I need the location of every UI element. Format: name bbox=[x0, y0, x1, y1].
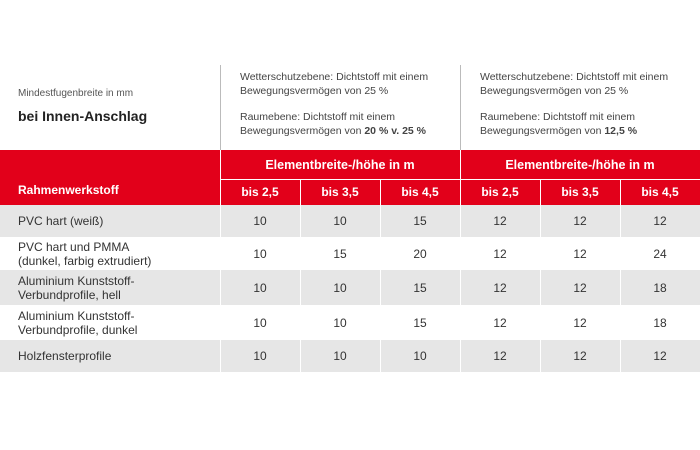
row-label-line: Verbundprofile, dunkel bbox=[18, 322, 138, 337]
cell-value: 10 bbox=[333, 349, 347, 363]
group-heading: Elementbreite-/höhe in m bbox=[265, 158, 415, 172]
cell-value: 20 bbox=[413, 246, 427, 261]
cell-value: 12 bbox=[573, 315, 587, 330]
cell-value: 24 bbox=[653, 246, 667, 261]
row-label-line: Verbundprofile, hell bbox=[18, 287, 121, 302]
divider bbox=[540, 180, 541, 372]
divider bbox=[620, 180, 621, 372]
title: bei Innen-Anschlag bbox=[18, 108, 148, 124]
row bbox=[0, 270, 700, 305]
column-header: bis 3,5 bbox=[321, 185, 359, 199]
cell-value: 12 bbox=[573, 280, 587, 295]
cell-value: 12 bbox=[573, 349, 587, 363]
cell-value: 12 bbox=[493, 280, 507, 295]
row bbox=[0, 237, 700, 270]
cell-value: 10 bbox=[253, 246, 267, 261]
column-header: bis 4,5 bbox=[401, 185, 439, 199]
row-label-line: Aluminium Kunststoff- bbox=[18, 308, 135, 323]
cell-value: 15 bbox=[413, 315, 427, 330]
divider bbox=[380, 180, 381, 372]
row bbox=[0, 305, 700, 340]
column-header: bis 3,5 bbox=[561, 185, 599, 199]
cell-value: 18 bbox=[653, 280, 667, 295]
note-bold: 20 % v. 25 % bbox=[364, 125, 427, 137]
cell-value: 12 bbox=[493, 315, 507, 330]
row-label-line: PVC hart (weiß) bbox=[18, 214, 104, 228]
row-label-line: PVC hart und PMMA bbox=[18, 239, 130, 254]
cell-value: 10 bbox=[333, 280, 347, 295]
divider bbox=[220, 65, 221, 150]
divider bbox=[460, 150, 461, 372]
note: Wetterschutzebene: Dichtstoff mit einem … bbox=[480, 71, 669, 97]
cell-value: 12 bbox=[573, 246, 587, 261]
caption: Mindestfugenbreite in mm bbox=[18, 88, 134, 99]
row-label: PVC hart (weiß) bbox=[0, 205, 218, 237]
note: Raumebene: Dichtstoff mit einem Bewegung… bbox=[240, 110, 445, 138]
cell-value: 10 bbox=[413, 349, 427, 363]
divider bbox=[220, 179, 700, 180]
column-header: bis 2,5 bbox=[241, 185, 279, 199]
note-text: Raumebene: Dichtstoff mit einem Bewegung… bbox=[240, 111, 396, 137]
cell-value: 15 bbox=[413, 280, 427, 295]
row-label: Holzfensterprofile bbox=[0, 340, 218, 372]
divider bbox=[220, 150, 221, 372]
cell-value: 10 bbox=[253, 214, 267, 228]
note: Raumebene: Dichtstoff mit einem Bewegung… bbox=[480, 110, 685, 138]
row-label: Aluminium Kunststoff- Verbundprofile, dun… bbox=[0, 305, 218, 340]
divider bbox=[300, 180, 301, 372]
column-header: bis 2,5 bbox=[481, 185, 519, 199]
note: Wetterschutzebene: Dichtstoff mit einem … bbox=[240, 71, 429, 97]
label-header: Rahmenwerkstoff bbox=[18, 183, 119, 197]
cell-value: 10 bbox=[333, 214, 347, 228]
row-label: PVC hart und PMMA (dunkel, farbig extrudi… bbox=[0, 237, 218, 270]
header-band bbox=[0, 150, 700, 205]
cell-value: 15 bbox=[333, 246, 347, 261]
note-text: Raumebene: Dichtstoff mit einem Bewegung… bbox=[480, 111, 636, 137]
cell-value: 12 bbox=[493, 214, 507, 228]
column-header: bis 4,5 bbox=[641, 185, 679, 199]
cell-value: 12 bbox=[573, 214, 587, 228]
cell-value: 10 bbox=[253, 315, 267, 330]
row-label-line: Holzfensterprofile bbox=[18, 349, 112, 363]
cell-value: 10 bbox=[253, 349, 267, 363]
group-heading: Elementbreite-/höhe in m bbox=[505, 158, 655, 172]
cell-value: 10 bbox=[333, 315, 347, 330]
divider bbox=[460, 65, 461, 150]
row bbox=[0, 340, 700, 372]
note-bold: 12,5 % bbox=[604, 125, 638, 137]
row-label-line: Aluminium Kunststoff- bbox=[18, 273, 135, 288]
cell-value: 18 bbox=[653, 315, 667, 330]
cell-value: 15 bbox=[413, 214, 427, 228]
row-label-line: (dunkel, farbig extrudiert) bbox=[18, 253, 152, 268]
cell-value: 10 bbox=[253, 280, 267, 295]
row-label: Aluminium Kunststoff- Verbundprofile, hel… bbox=[0, 270, 218, 305]
cell-value: 12 bbox=[653, 349, 667, 363]
row bbox=[0, 205, 700, 237]
cell-value: 12 bbox=[493, 246, 507, 261]
cell-value: 12 bbox=[653, 214, 667, 228]
cell-value: 12 bbox=[493, 349, 507, 363]
